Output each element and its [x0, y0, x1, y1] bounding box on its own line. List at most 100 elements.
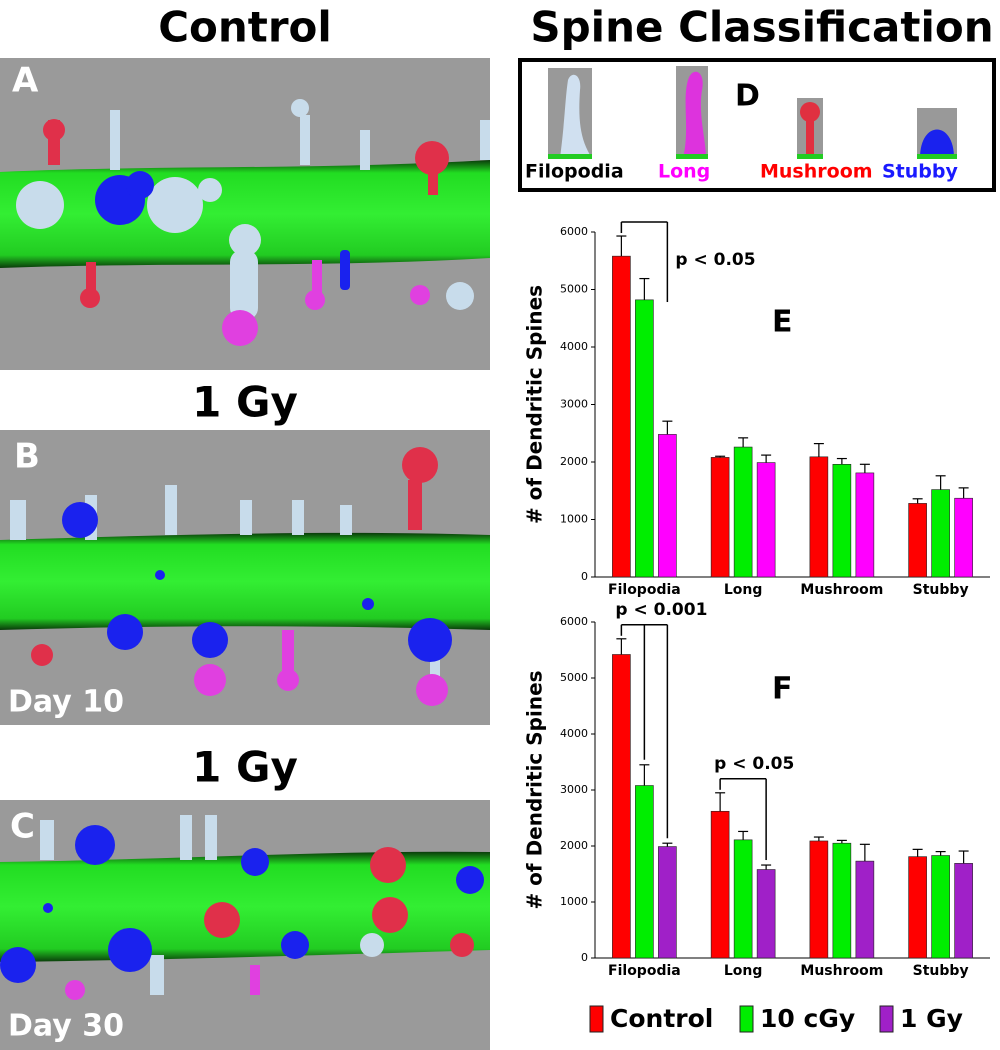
- y-tick-label: 2000: [560, 839, 588, 852]
- panel-label: A: [12, 61, 39, 101]
- spine-type-label: Filopodia: [525, 161, 624, 183]
- legend-swatch: [739, 1005, 754, 1033]
- error-bar: [639, 764, 650, 786]
- error-bar: [859, 463, 870, 473]
- y-tick-label: 3000: [560, 783, 588, 796]
- x-tick-label: Stubby: [913, 582, 969, 598]
- bar: [612, 255, 631, 578]
- panel-label: C: [10, 807, 35, 847]
- error-bar: [761, 864, 772, 870]
- y-tick-label: 0: [581, 951, 588, 964]
- error-bar: [836, 839, 847, 844]
- panel-label: D: [735, 79, 760, 114]
- error-bar: [662, 420, 673, 435]
- panel-label: E: [772, 305, 793, 340]
- bar: [954, 497, 973, 578]
- error-bar: [836, 457, 847, 465]
- error-bar: [813, 443, 824, 457]
- panel-title: Control: [158, 3, 332, 52]
- spine-type-labels: Filopodia Long Mushroom Stubby: [525, 161, 958, 183]
- bar: [756, 462, 776, 578]
- bar: [931, 855, 950, 959]
- y-tick-label: 2000: [560, 455, 588, 468]
- panel-title: Spine Classification: [530, 3, 993, 52]
- error-bar: [935, 475, 946, 490]
- y-axis-label: # of Dendritic Spines: [523, 670, 547, 909]
- error-bar: [958, 850, 969, 864]
- charts: 0 1000 2000 3000 4000 5000 6000 # of Dendritic …: [523, 221, 990, 1033]
- x-tick-label: Filopodia: [608, 582, 681, 598]
- y-tick-label: 5000: [560, 671, 588, 684]
- y-tick-label: 4000: [560, 727, 588, 740]
- bar: [855, 472, 875, 578]
- bar: [832, 842, 852, 959]
- render-c: C Day 30: [0, 800, 490, 1050]
- panel-day: Day 10: [8, 685, 124, 720]
- y-tick-label: 6000: [560, 225, 588, 238]
- error-bar: [859, 843, 870, 862]
- annotation: p < 0.05: [675, 250, 755, 270]
- error-bar: [958, 487, 969, 499]
- annotation: p < 0.05: [714, 754, 794, 774]
- bar: [635, 299, 654, 578]
- error-bar: [715, 792, 726, 812]
- x-tick-label: Long: [724, 582, 763, 598]
- render-b: B Day 10: [0, 430, 490, 725]
- y-tick-label: 4000: [560, 340, 588, 353]
- y-axis-label: # of Dendritic Spines: [523, 285, 547, 524]
- spine-type-label: Long: [658, 161, 710, 183]
- bar: [710, 810, 730, 959]
- x-tick-label: Mushroom: [800, 582, 883, 598]
- x-tick-label: Filopodia: [608, 963, 681, 979]
- error-bar: [639, 277, 650, 300]
- spine-type-label: Mushroom: [760, 161, 873, 183]
- bar: [832, 463, 852, 578]
- bar: [756, 869, 776, 959]
- y-tick-label: 5000: [560, 283, 588, 296]
- bar: [908, 856, 927, 959]
- error-bar: [715, 455, 726, 458]
- y-tick-label: 1000: [560, 895, 588, 908]
- legend-swatch: [589, 1005, 604, 1033]
- bar: [931, 489, 950, 578]
- error-bar: [912, 848, 923, 857]
- legend-label: 1 Gy: [900, 1004, 963, 1033]
- y-tick-label: 6000: [560, 615, 588, 628]
- y-tick-label: 3000: [560, 398, 588, 411]
- panel-label: B: [14, 437, 40, 477]
- error-bar: [738, 830, 749, 840]
- bar: [908, 503, 927, 578]
- y-tick-label: 1000: [560, 513, 588, 526]
- legend-label: Control: [610, 1004, 713, 1033]
- bar: [658, 434, 677, 578]
- x-tick-label: Long: [724, 963, 763, 979]
- error-bar: [662, 842, 673, 847]
- classification-box: [518, 58, 996, 192]
- bar: [733, 446, 753, 578]
- panel-title: 1 Gy: [192, 378, 298, 427]
- annotation: p < 0.001: [615, 600, 707, 620]
- bar: [658, 846, 677, 959]
- panel-title: 1 Gy: [192, 743, 298, 792]
- y-tick-label: 0: [581, 570, 588, 583]
- error-bar: [761, 454, 772, 463]
- error-bar: [738, 437, 749, 448]
- legend-swatch: [879, 1005, 894, 1033]
- bar: [809, 456, 829, 578]
- error-bar: [616, 235, 627, 257]
- bar: [635, 785, 654, 959]
- bar: [855, 860, 875, 959]
- spine-icons: [548, 66, 957, 159]
- spine-type-label: Stubby: [882, 161, 958, 183]
- bar: [809, 840, 829, 959]
- render-a: A: [0, 58, 490, 370]
- bar: [612, 654, 631, 959]
- error-bar: [813, 836, 824, 841]
- error-bar: [616, 638, 627, 655]
- panel-day: Day 30: [8, 1009, 124, 1044]
- legend-label: 10 cGy: [760, 1004, 855, 1033]
- x-tick-label: Mushroom: [800, 963, 883, 979]
- bar: [733, 839, 753, 959]
- error-bar: [935, 850, 946, 856]
